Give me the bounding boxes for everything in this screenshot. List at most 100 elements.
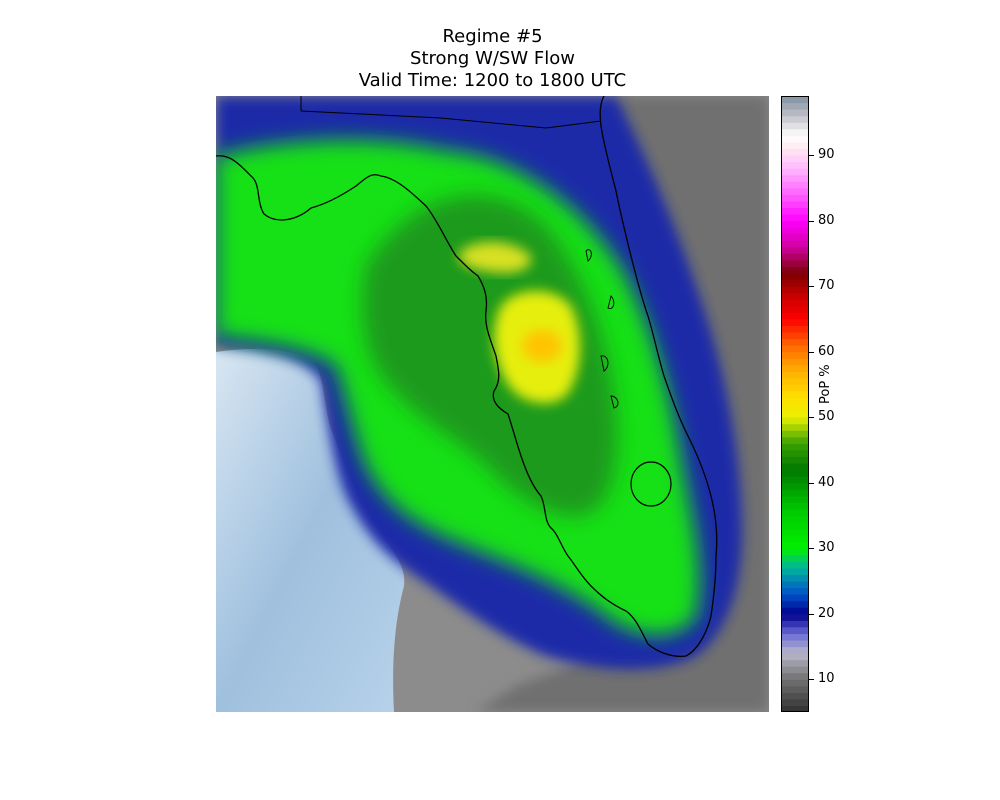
colorbar-swatch	[781, 259, 809, 267]
colorbar-tick-label: 80	[818, 212, 835, 228]
colorbar-tick-label: 20	[818, 605, 835, 621]
colorbar-swatch	[781, 594, 809, 602]
colorbar-swatch	[781, 135, 809, 143]
colorbar-swatch	[781, 351, 809, 359]
gray-band-east	[476, 96, 769, 712]
colorbar-swatch	[781, 364, 809, 372]
colorbar-swatch	[781, 246, 809, 254]
colorbar-swatch	[781, 279, 809, 287]
colorbar-swatch	[781, 272, 809, 281]
colorbar-swatch	[781, 535, 809, 543]
colorbar-swatch	[781, 240, 809, 248]
colorbar-swatch	[781, 371, 809, 379]
colorbar-swatch	[781, 620, 809, 628]
colorbar-swatch	[781, 148, 809, 156]
title-line-2: Strong W/SW Flow	[410, 48, 575, 69]
colorbar-tick-label: 30	[818, 540, 835, 556]
colorbar-swatch	[781, 646, 809, 654]
colorbar-swatch	[781, 587, 809, 595]
colorbar-swatch	[781, 141, 809, 150]
colorbar-swatch	[781, 705, 809, 712]
colorbar-tick	[809, 679, 814, 681]
colorbar-swatch	[781, 154, 809, 163]
map-svg	[216, 96, 769, 712]
colorbar-swatch	[781, 194, 809, 202]
yellow-patch-north	[458, 241, 532, 273]
colorbar-swatch	[781, 443, 809, 451]
colorbar-swatch	[781, 476, 809, 484]
colorbar-swatch	[781, 580, 809, 589]
colorbar-tick	[809, 482, 814, 484]
state-boundary	[300, 110, 602, 129]
colorbar-swatch	[781, 338, 809, 346]
colorbar-swatch	[781, 404, 809, 412]
colorbar-swatch	[781, 685, 809, 693]
colorbar-swatch	[781, 515, 809, 523]
colorbar-swatch	[781, 227, 809, 235]
colorbar-swatch	[781, 417, 809, 425]
colorbar-swatch	[781, 436, 809, 444]
dark-green-band	[362, 195, 617, 516]
colorbar-swatch	[781, 528, 809, 536]
colorbar-swatch	[781, 482, 809, 490]
colorbar-swatch	[781, 312, 809, 320]
colorbar-swatch	[781, 96, 809, 104]
colorbar-swatch	[781, 462, 809, 471]
colorbar-swatch	[781, 161, 809, 169]
colorbar-swatch	[781, 567, 809, 575]
colorbar-swatch	[781, 613, 809, 621]
colorbar-swatch	[781, 299, 809, 307]
colorbar-swatch	[781, 233, 809, 241]
colorbar-swatch	[781, 521, 809, 530]
colorbar-swatch	[781, 115, 809, 123]
colorbar-swatch	[781, 449, 809, 458]
colorbar-swatch	[781, 377, 809, 385]
colorbar-swatch	[781, 698, 809, 707]
colorbar-swatch	[781, 430, 809, 438]
colorbar-swatch	[781, 666, 809, 674]
colorbar-swatch	[781, 633, 809, 641]
orange-core	[522, 330, 562, 362]
colorbar-swatch	[781, 672, 809, 680]
colorbar-swatch	[781, 508, 809, 517]
colorbar-swatch	[781, 122, 809, 130]
colorbar-swatch	[781, 423, 809, 431]
colorbar-tick	[809, 286, 814, 288]
colorbar-swatch	[781, 397, 809, 405]
colorbar-tick-label: 90	[818, 146, 835, 162]
colorbar-swatch	[781, 469, 809, 477]
colorbar-swatch	[781, 345, 809, 353]
colorbar-swatch	[781, 639, 809, 648]
colorbar-tick	[809, 220, 814, 222]
colorbar-swatch	[781, 331, 809, 340]
colorbar-tick	[809, 548, 814, 550]
colorbar-swatch	[781, 390, 809, 399]
colorbar-swatch	[781, 489, 809, 497]
colorbar-swatch	[781, 456, 809, 464]
colorbar-swatch	[781, 128, 809, 136]
colorbar-swatch	[781, 548, 809, 556]
colorbar-swatch	[781, 200, 809, 209]
gulf-water	[216, 348, 405, 712]
colorbar-swatch	[781, 181, 809, 189]
colorbar-swatch	[781, 305, 809, 313]
lake-okeechobee	[630, 461, 672, 507]
colorbar-swatch	[781, 266, 809, 274]
colorbar-swatch	[781, 292, 809, 300]
colorbar-swatch	[781, 286, 809, 294]
colorbar-swatch	[781, 600, 809, 608]
colorbar-swatch	[781, 253, 809, 261]
colorbar-swatch	[781, 213, 809, 222]
colorbar-swatch	[781, 187, 809, 195]
colorbar-tick	[809, 351, 814, 353]
florida-coastline	[216, 96, 718, 657]
colorbar-swatch	[781, 174, 809, 182]
colorbar-swatch	[781, 574, 809, 582]
colorbar-swatch	[781, 561, 809, 569]
colorbar-swatch	[781, 495, 809, 503]
colorbar-tick-label: 70	[818, 278, 835, 294]
colorbar-tick-label: 10	[818, 671, 835, 687]
colorbar-swatch	[781, 626, 809, 634]
colorbar-swatch	[781, 220, 809, 228]
colorbar-swatch	[781, 653, 809, 661]
